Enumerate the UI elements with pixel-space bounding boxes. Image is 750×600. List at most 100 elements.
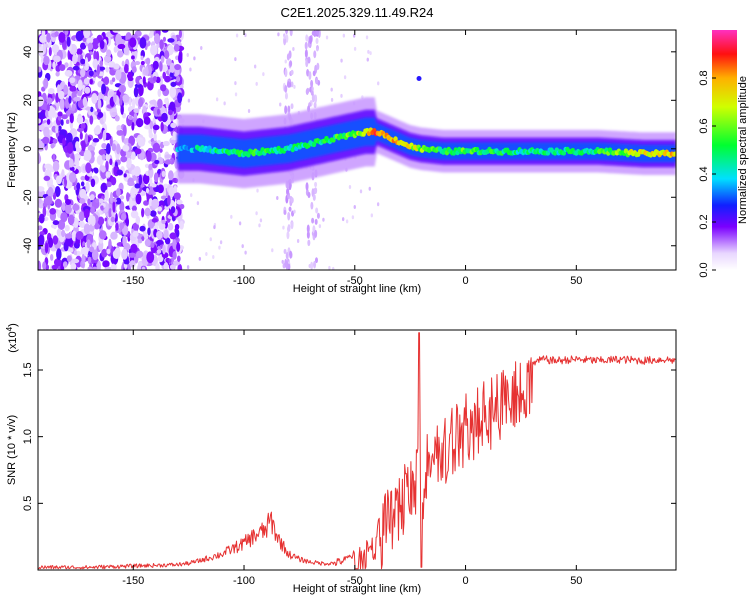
noise-speck bbox=[56, 228, 62, 237]
noise-speck bbox=[66, 255, 72, 262]
noise-speck bbox=[154, 159, 160, 165]
noise-speck bbox=[330, 87, 333, 92]
noise-speck bbox=[83, 77, 90, 85]
noise-speck bbox=[187, 98, 191, 103]
noise-speck bbox=[285, 30, 289, 35]
noise-speck bbox=[164, 154, 173, 159]
noise-speck bbox=[98, 149, 107, 156]
noise-speck bbox=[365, 35, 369, 40]
noise-speck bbox=[44, 195, 53, 205]
noise-speck bbox=[106, 142, 111, 155]
noise-speck bbox=[49, 253, 54, 261]
noise-speck bbox=[148, 163, 153, 171]
noise-speck bbox=[142, 173, 150, 185]
noise-speck bbox=[283, 209, 287, 216]
noise-speck bbox=[141, 191, 146, 196]
noise-speck bbox=[46, 209, 51, 216]
noise-speck bbox=[51, 264, 59, 270]
noise-speck bbox=[58, 64, 66, 72]
noise-speck bbox=[129, 197, 133, 210]
noise-speck bbox=[79, 197, 86, 204]
noise-speck bbox=[169, 264, 176, 270]
noise-speck bbox=[61, 202, 66, 212]
noise-speck bbox=[105, 171, 111, 178]
spectrogram-y-axis-label: Frequency (Hz) bbox=[6, 112, 18, 188]
noise-speck bbox=[53, 258, 62, 267]
noise-speck bbox=[45, 264, 50, 270]
noise-speck bbox=[173, 43, 180, 52]
noise-speck bbox=[78, 221, 83, 227]
noise-speck bbox=[284, 92, 288, 100]
noise-speck bbox=[57, 111, 63, 117]
noise-speck bbox=[235, 33, 239, 38]
noise-speck bbox=[341, 217, 345, 222]
x-tick-label: -150 bbox=[122, 275, 144, 287]
noise-speck bbox=[154, 221, 158, 232]
noise-speck bbox=[81, 254, 86, 265]
noise-speck bbox=[318, 224, 322, 229]
noise-speck bbox=[49, 208, 57, 215]
noise-speck bbox=[80, 181, 85, 187]
spectrogram-frame bbox=[37, 29, 677, 271]
noise-speck bbox=[157, 255, 164, 263]
noise-speck bbox=[53, 55, 61, 63]
noise-speck bbox=[340, 58, 343, 63]
noise-speck bbox=[39, 34, 47, 44]
noise-speck bbox=[46, 118, 51, 125]
noise-speck bbox=[99, 39, 105, 50]
spectrogram-noise-field bbox=[38, 30, 382, 270]
noise-speck bbox=[56, 248, 62, 261]
noise-speck bbox=[164, 75, 171, 83]
noise-speck bbox=[69, 77, 76, 84]
noise-speck bbox=[213, 225, 216, 230]
noise-speck bbox=[290, 69, 294, 75]
noise-speck bbox=[137, 238, 143, 244]
noise-speck bbox=[157, 98, 163, 109]
noise-speck bbox=[66, 36, 71, 47]
noise-speck bbox=[91, 38, 100, 50]
noise-speck bbox=[130, 151, 136, 160]
noise-speck bbox=[315, 207, 319, 214]
noise-speck bbox=[136, 177, 140, 186]
noise-speck bbox=[101, 248, 108, 258]
noise-speck bbox=[136, 250, 144, 258]
noise-speck bbox=[100, 165, 106, 173]
noise-speck bbox=[170, 81, 177, 87]
noise-speck bbox=[115, 188, 121, 197]
noise-speck bbox=[149, 30, 154, 37]
noise-speck bbox=[109, 158, 113, 166]
colorbar-tick-label: 0.6 bbox=[698, 118, 710, 133]
noise-speck bbox=[177, 255, 181, 262]
noise-speck bbox=[173, 192, 181, 200]
noise-speck bbox=[161, 170, 166, 178]
noise-speck bbox=[92, 266, 98, 270]
noise-speck bbox=[161, 112, 168, 123]
noise-speck bbox=[97, 98, 102, 110]
noise-speck bbox=[152, 142, 161, 153]
noise-speck bbox=[38, 152, 41, 164]
noise-speck bbox=[330, 97, 334, 102]
noise-speck bbox=[64, 224, 70, 232]
noise-speck bbox=[247, 109, 251, 114]
noise-speck bbox=[139, 37, 147, 49]
noise-speck bbox=[348, 184, 352, 189]
noise-speck bbox=[44, 242, 49, 254]
noise-speck bbox=[290, 81, 294, 88]
noise-speck bbox=[68, 214, 75, 225]
noise-speck bbox=[359, 189, 363, 194]
noise-speck bbox=[69, 166, 75, 171]
y-tick-label: 40 bbox=[22, 46, 34, 58]
noise-speck bbox=[230, 214, 233, 219]
noise-speck bbox=[284, 59, 287, 64]
noise-speck bbox=[332, 266, 335, 270]
noise-speck bbox=[90, 215, 96, 227]
colorbar-tick-label: 0.0 bbox=[698, 262, 710, 277]
noise-speck bbox=[164, 159, 172, 165]
noise-speck bbox=[316, 30, 320, 36]
noise-speck bbox=[177, 52, 183, 64]
noise-speck bbox=[174, 158, 179, 169]
noise-speck bbox=[156, 108, 160, 115]
noise-speck bbox=[345, 219, 349, 224]
noise-speck bbox=[316, 47, 319, 52]
noise-speck bbox=[179, 203, 185, 210]
